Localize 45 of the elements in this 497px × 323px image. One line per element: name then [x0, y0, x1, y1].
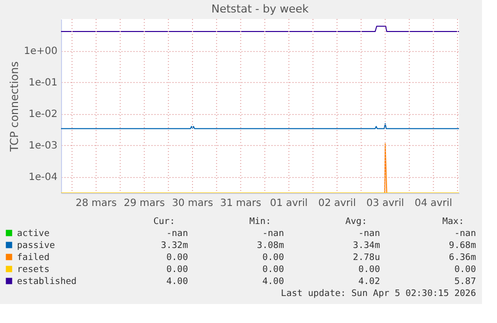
- text: 9.68m: [448, 241, 476, 251]
- text: -nan: [358, 229, 380, 239]
- y-tick-label: 1e-01: [28, 78, 58, 89]
- y-tick-label: 1e-04: [28, 172, 58, 184]
- x-tick-label: 28 mars: [76, 198, 117, 209]
- text: Avg:: [345, 217, 367, 227]
- text: 4.00: [166, 277, 188, 287]
- text: 0.00: [454, 265, 476, 275]
- legend-label: active: [17, 229, 50, 239]
- y-tick-label: 1e-03: [28, 140, 58, 152]
- text: 0.00: [262, 253, 284, 263]
- text: 2.78u: [352, 253, 380, 263]
- text: -nan: [262, 229, 284, 239]
- text: 3.08m: [256, 241, 284, 251]
- legend-label: established: [17, 277, 77, 287]
- x-tick-label: 01 avril: [270, 198, 308, 209]
- y-axis-title: TCP connections: [8, 61, 21, 153]
- text: 0.00: [262, 265, 284, 275]
- y-tick-label: 1e-02: [28, 109, 58, 120]
- legend-label: passive: [17, 241, 55, 251]
- x-tick-label: 02 avril: [318, 198, 356, 209]
- legend-label: resets: [17, 265, 50, 275]
- x-tick-label: 29 mars: [124, 198, 165, 209]
- text: 5.87: [454, 277, 476, 287]
- text: 3.34m: [352, 241, 380, 251]
- legend-label: failed: [17, 253, 50, 263]
- text: 4.00: [262, 277, 284, 287]
- text: 4.02: [358, 277, 380, 287]
- x-tick-label: 31 mars: [220, 198, 262, 209]
- text: 0.00: [166, 253, 188, 263]
- text: Min:: [249, 217, 271, 227]
- x-tick-label: 03 avril: [366, 198, 404, 209]
- chart-title: Netstat - by week: [211, 2, 310, 16]
- text: 3.32m: [160, 241, 188, 251]
- x-tick-label: 30 mars: [172, 198, 214, 209]
- text: Last update: Sun Apr 5 02:30:15 2026: [280, 289, 476, 299]
- text: -nan: [454, 229, 476, 239]
- text: 6.36m: [448, 253, 476, 263]
- x-tick-label: 04 avril: [414, 198, 452, 209]
- text: 0.00: [358, 265, 380, 275]
- text: -nan: [166, 229, 188, 239]
- y-tick-label: 1e+00: [24, 46, 58, 58]
- text: Cur:: [153, 217, 175, 227]
- text: 0.00: [166, 265, 188, 275]
- text: Max:: [442, 217, 464, 227]
